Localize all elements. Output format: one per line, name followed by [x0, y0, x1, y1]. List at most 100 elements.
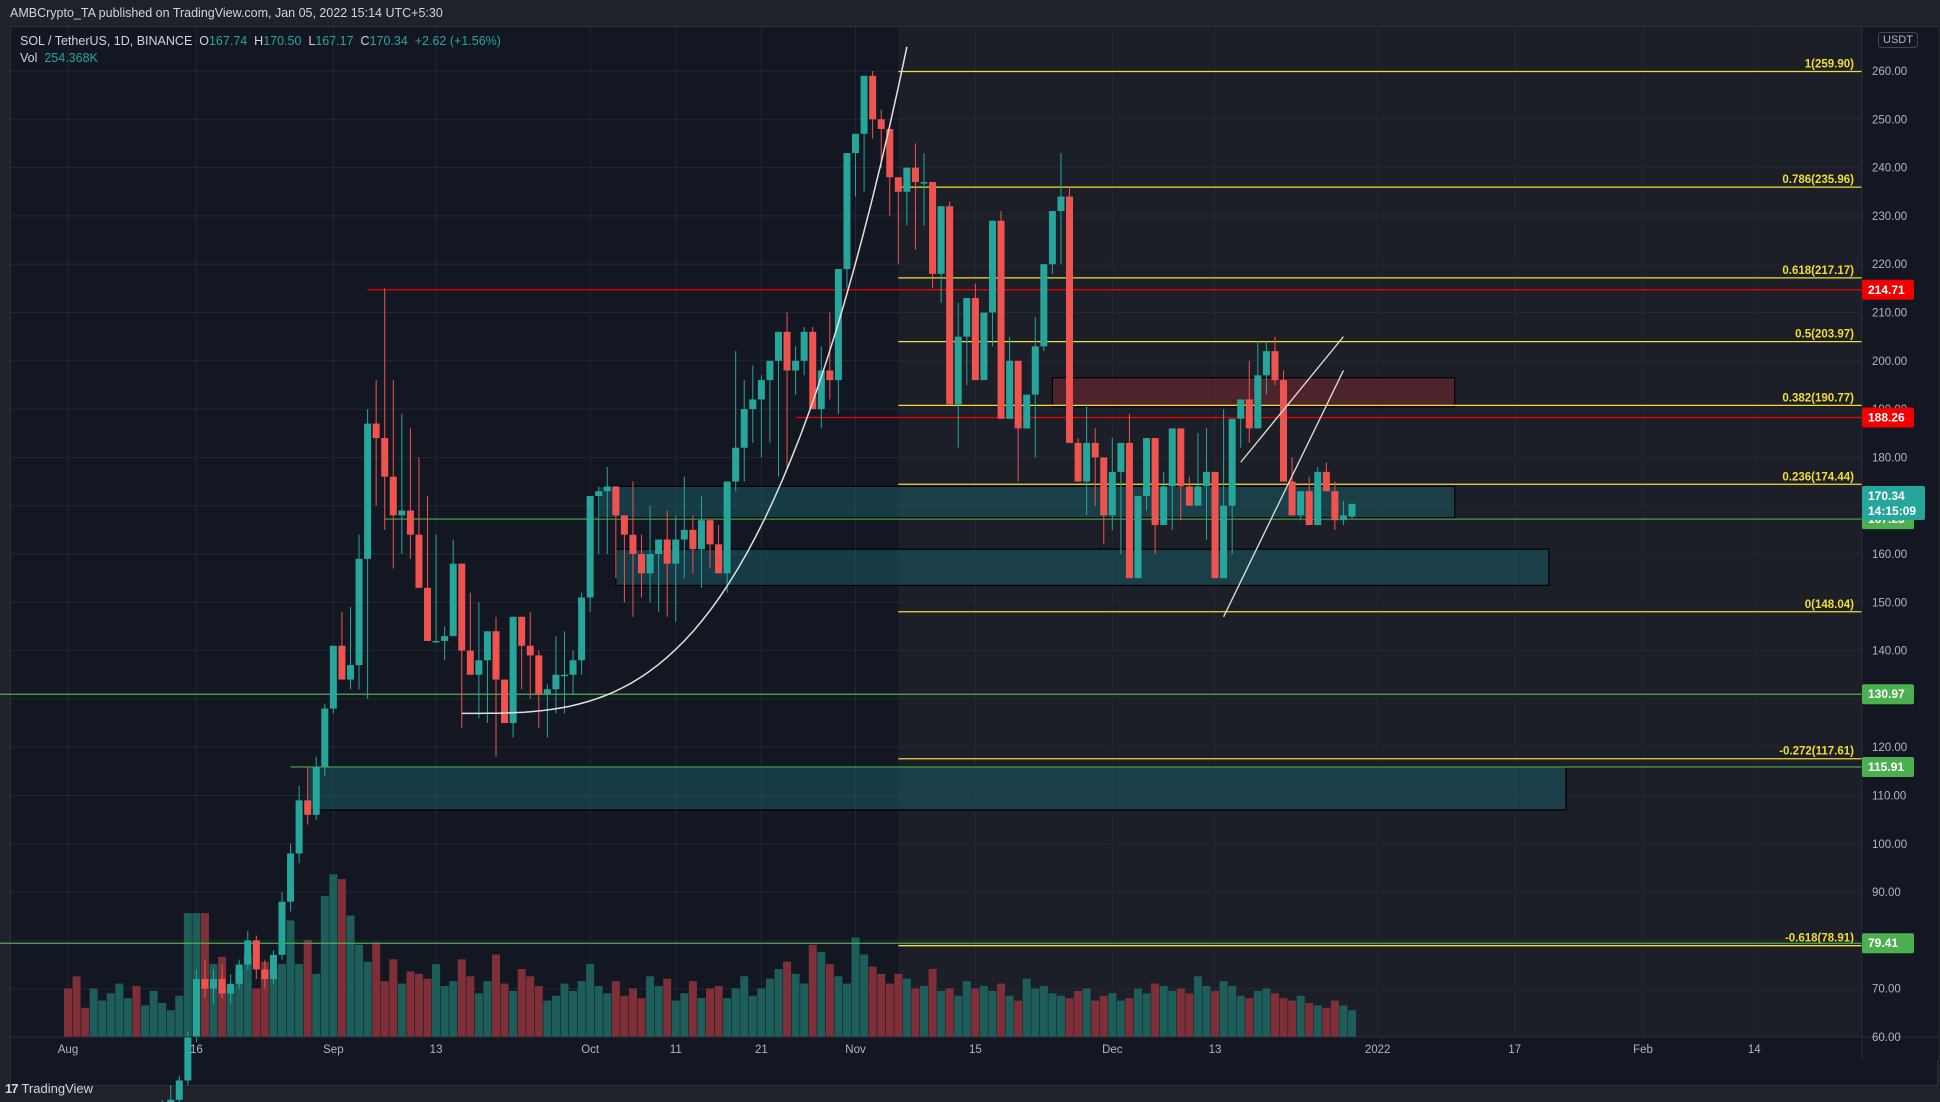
volume-bar — [834, 976, 843, 1037]
volume-bar — [800, 983, 809, 1037]
price-tick-label: 230.00 — [1872, 211, 1907, 223]
candle-body — [1031, 346, 1039, 395]
support-price-tag — [1862, 756, 1914, 777]
volume-bar — [397, 983, 406, 1037]
candle-body — [715, 544, 723, 574]
candle-body — [1202, 471, 1210, 487]
support-price-tag-text: 79.41 — [1868, 936, 1898, 950]
volume-bar — [1176, 988, 1185, 1037]
candle-body — [809, 331, 817, 410]
volume-bar — [269, 969, 278, 1037]
candle-body — [595, 491, 603, 497]
candle-body — [706, 520, 714, 545]
candle-body — [1014, 360, 1022, 429]
candle-body — [1237, 399, 1245, 419]
candle-body — [723, 481, 731, 574]
symbol-name[interactable]: SOL / TetherUS, 1D, BINANCE — [20, 34, 193, 48]
candle-body — [1048, 211, 1056, 265]
tradingview-logo-icon: 17 — [5, 1081, 19, 1096]
candle-body — [227, 983, 235, 994]
candle-body — [988, 220, 996, 313]
time-tick-label: 13 — [430, 1044, 443, 1056]
volume-bar — [620, 995, 629, 1037]
parabolic-curve[interactable] — [461, 46, 908, 715]
candle-body — [287, 853, 295, 902]
wedge-lower-trendline[interactable] — [1223, 370, 1345, 618]
fib-range-shade — [898, 27, 1862, 1037]
candle-body — [381, 438, 389, 477]
volume-bar — [697, 998, 706, 1037]
volume-bar — [1116, 1000, 1125, 1037]
volume-bar — [877, 973, 886, 1037]
candle-body — [1074, 442, 1082, 482]
candle-body — [518, 616, 526, 646]
volume-bar — [1099, 995, 1108, 1037]
candle-body — [1314, 471, 1322, 526]
volume-bar — [1305, 1003, 1314, 1037]
volume-bar — [278, 964, 286, 1037]
price-axis[interactable] — [1862, 27, 1938, 1060]
price-tick-label: 90.00 — [1872, 887, 1901, 899]
candle-body — [749, 399, 757, 410]
currency-button[interactable]: USDT — [1878, 32, 1918, 48]
candle-body — [1006, 360, 1014, 419]
support-price-tag — [1862, 933, 1914, 954]
volume-bar — [1005, 995, 1014, 1037]
candle-body — [1023, 394, 1031, 429]
candle-body — [432, 640, 440, 643]
candle-body — [252, 940, 260, 970]
candle-body — [175, 1080, 183, 1100]
candle-body — [372, 423, 380, 439]
volume-bar — [1288, 1000, 1297, 1037]
candle-body — [894, 177, 902, 192]
candle-body — [766, 360, 774, 381]
volume-bar — [1185, 993, 1194, 1037]
volume-bar — [774, 969, 783, 1037]
volume-bar — [432, 964, 441, 1037]
candle-body — [1057, 196, 1065, 212]
volume-bar — [1082, 988, 1091, 1037]
volume-bar — [252, 988, 261, 1037]
volume-bar — [706, 988, 714, 1037]
wedge-upper-trendline[interactable] — [1240, 336, 1344, 463]
volume-bar — [560, 983, 569, 1037]
volume-bar — [603, 993, 612, 1037]
volume-row: Vol 254.368K — [20, 50, 501, 67]
close-value: 170.34 — [369, 34, 408, 48]
candle-body — [817, 370, 825, 410]
candle-body — [629, 534, 637, 554]
candle-body — [620, 515, 628, 535]
volume-bar — [492, 954, 500, 1037]
volume-bar — [132, 986, 141, 1037]
volume-bar — [646, 976, 655, 1037]
volume-bar — [509, 990, 518, 1037]
demand-zone[interactable] — [307, 765, 1567, 811]
supply-zone[interactable] — [1051, 377, 1456, 408]
volume-bar — [534, 986, 543, 1037]
brand-name[interactable]: TradingView — [21, 1081, 94, 1096]
volume-bar — [945, 988, 954, 1037]
volume-bar — [380, 981, 389, 1037]
candle-body — [295, 800, 303, 854]
candle-body — [946, 206, 954, 405]
volume-label[interactable]: Vol — [20, 51, 38, 65]
low-value: 167.17 — [315, 34, 354, 48]
candle-body — [1220, 505, 1228, 579]
candle-body — [937, 206, 945, 274]
candle-body — [655, 539, 663, 554]
volume-bar — [543, 1000, 552, 1037]
demand-zone[interactable] — [615, 548, 1550, 586]
candle-body — [586, 496, 594, 598]
price-tick-label: 100.00 — [1872, 839, 1907, 851]
volume-bar — [1159, 986, 1168, 1037]
candle-body — [929, 182, 937, 274]
volume-bar — [389, 959, 398, 1037]
fib-level-label: -0.272(117.61) — [1779, 746, 1854, 758]
candle-body — [552, 674, 560, 690]
volume-bar — [183, 913, 192, 1037]
candle-body — [389, 476, 397, 516]
volume-bar — [1245, 998, 1254, 1037]
support-price-tag-text: 130.97 — [1868, 687, 1905, 701]
volume-bar — [1296, 995, 1305, 1037]
